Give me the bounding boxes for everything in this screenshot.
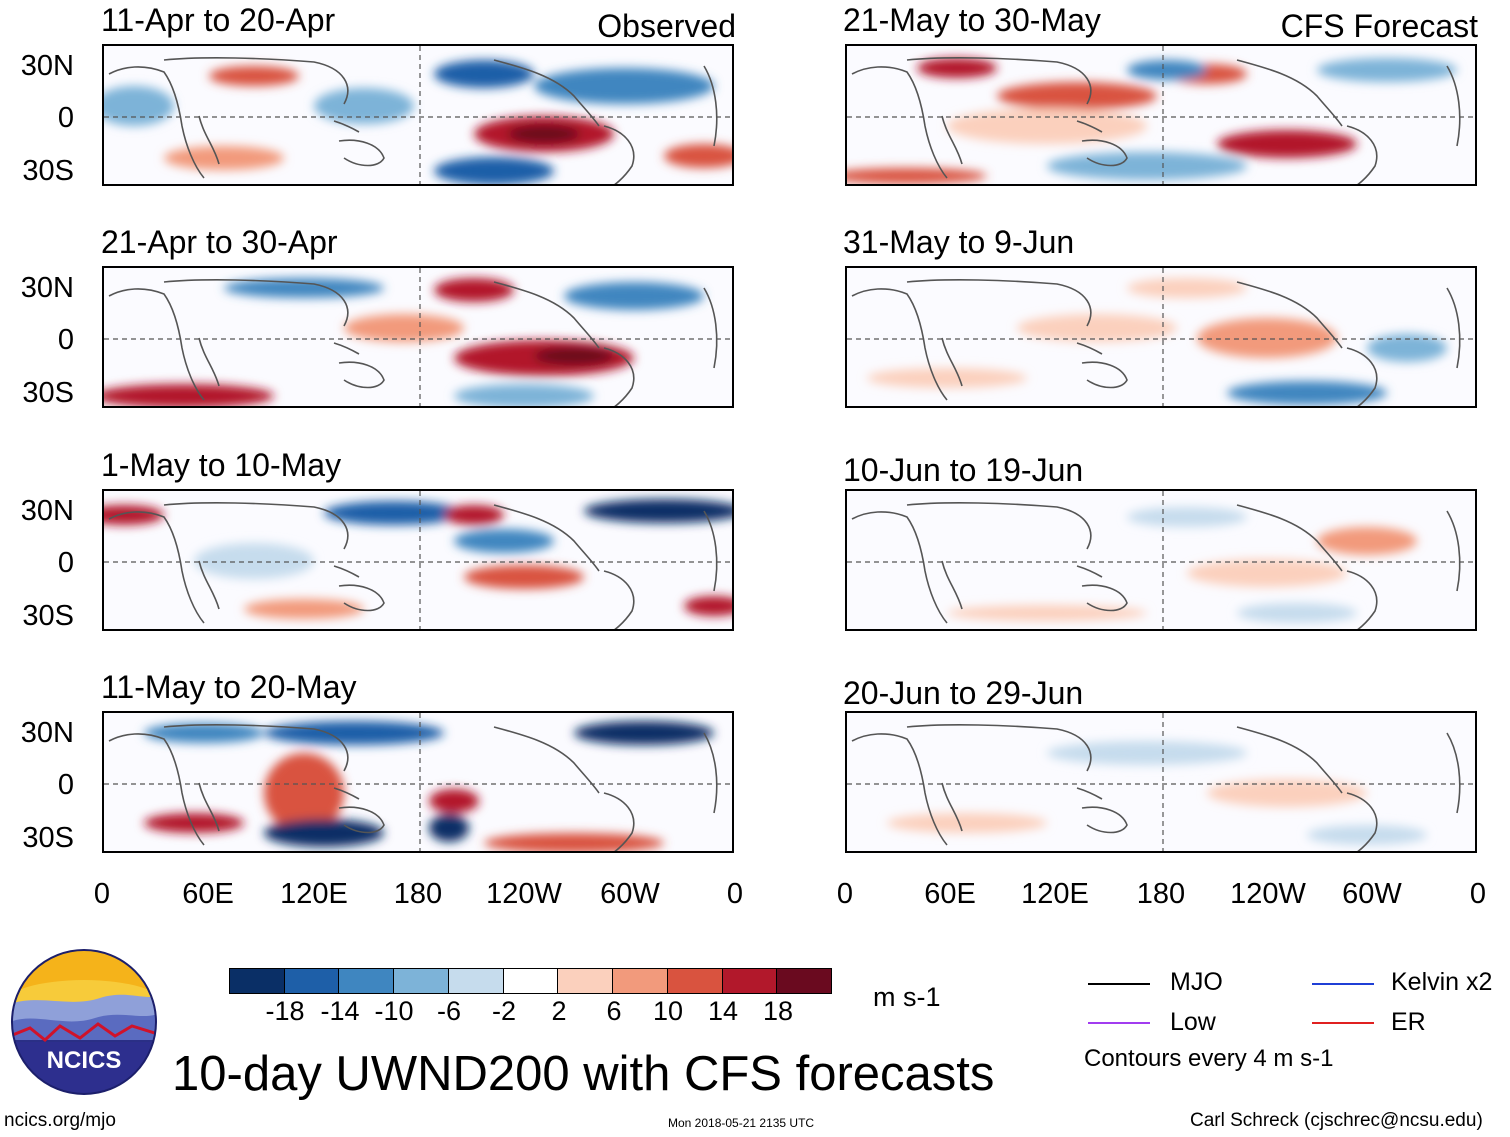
map-panel — [102, 44, 734, 186]
lon-label-60w: 60W — [600, 878, 660, 910]
lon-label-0: 0 — [1469, 878, 1487, 910]
colorbar-swatch — [667, 969, 723, 993]
map-field — [104, 268, 734, 408]
colorbar-tick-label: 2 — [551, 996, 567, 1026]
legend-line-low — [1088, 1022, 1150, 1024]
panel-title-obs-4: 11-May to 20-May — [101, 669, 357, 705]
colorbar-swatch — [613, 969, 668, 993]
map-panel — [102, 266, 734, 408]
ncics-logo: NCICS — [11, 949, 157, 1095]
colorbar-tick-label: -6 — [436, 996, 461, 1026]
colorbar-swatch — [448, 969, 504, 993]
map-panel — [102, 489, 734, 631]
map-field — [847, 268, 1477, 408]
map-field — [847, 46, 1477, 186]
lat-label-30n: 30N — [20, 717, 74, 749]
map-panel — [845, 489, 1477, 631]
map-field — [104, 46, 734, 186]
colorbar-swatch — [394, 969, 449, 993]
lon-label-0: 0 — [93, 878, 111, 910]
lon-label-120w: 120W — [486, 878, 562, 910]
colorbar-tick-label: -2 — [491, 996, 516, 1026]
panel-title-fc-1: 21-May to 30-May — [843, 2, 1101, 38]
panel-title-obs-2: 21-Apr to 30-Apr — [101, 224, 338, 260]
colorbar-tick-label: 10 — [652, 996, 684, 1026]
colorbar-tick-label: 6 — [606, 996, 622, 1026]
legend-label-er: ER — [1391, 1008, 1426, 1036]
logo-text: NCICS — [47, 1047, 122, 1074]
panel-title-fc-4: 20-Jun to 29-Jun — [843, 675, 1084, 711]
panel-title-obs-1: 11-Apr to 20-Apr — [101, 2, 336, 38]
panel-title-fc-3: 10-Jun to 19-Jun — [843, 452, 1084, 488]
colorbar-swatch — [503, 969, 559, 993]
legend-line-er — [1312, 1022, 1374, 1024]
lat-label-30n: 30N — [20, 50, 74, 82]
legend-line-mjo — [1088, 983, 1150, 985]
colorbar-tick-label: -10 — [374, 996, 414, 1026]
lat-label-30s: 30S — [22, 600, 74, 632]
map-panel — [845, 711, 1477, 853]
colorbar-tick-label: 18 — [762, 996, 794, 1026]
lat-label-30s: 30S — [22, 377, 74, 409]
website-link[interactable]: ncics.org/mjo — [4, 1110, 116, 1131]
lon-label-60e: 60E — [924, 878, 976, 910]
lon-label-120e: 120E — [280, 878, 348, 910]
colorbar-swatch — [230, 969, 285, 993]
legend-label-low: Low — [1170, 1008, 1216, 1036]
lon-label-0: 0 — [836, 878, 854, 910]
colorbar-tick-label: -18 — [265, 996, 305, 1026]
legend-label-mjo: MJO — [1170, 968, 1223, 996]
panel-title-fc-2: 31-May to 9-Jun — [843, 224, 1075, 260]
lat-label-0: 0 — [57, 547, 74, 579]
lat-label-30n: 30N — [20, 272, 74, 304]
timestamp: Mon 2018-05-21 2135 UTC — [668, 1116, 815, 1130]
lon-label-120e: 120E — [1021, 878, 1089, 910]
forecast-label: CFS Forecast — [1280, 8, 1478, 44]
colorbar-swatch — [339, 969, 395, 993]
lat-label-0: 0 — [57, 102, 74, 134]
colorbar-swatch — [722, 969, 778, 993]
lat-label-30s: 30S — [22, 155, 74, 187]
colorbar-tick-label: -14 — [320, 996, 360, 1026]
colorbar-swatch — [777, 969, 832, 993]
colorbar — [229, 968, 832, 994]
lon-label-180: 180 — [393, 878, 443, 910]
map-field — [847, 491, 1477, 631]
colorbar-unit: m s-1 — [873, 982, 941, 1012]
lon-label-60w: 60W — [1342, 878, 1402, 910]
map-panel — [102, 711, 734, 853]
observed-label: Observed — [597, 8, 736, 44]
lat-label-0: 0 — [57, 769, 74, 801]
colorbar-tick-label: 14 — [707, 996, 739, 1026]
map-panel — [845, 44, 1477, 186]
map-field — [104, 713, 734, 853]
lon-label-60e: 60E — [182, 878, 234, 910]
lat-label-30s: 30S — [22, 822, 74, 854]
map-field — [104, 491, 734, 631]
lat-label-0: 0 — [57, 324, 74, 356]
lon-label-180: 180 — [1136, 878, 1186, 910]
credit-text: Carl Schreck (cjschrec@ncsu.edu) — [1190, 1110, 1483, 1131]
colorbar-swatch — [558, 969, 614, 993]
colorbar-swatch — [284, 969, 340, 993]
panel-title-obs-3: 1-May to 10-May — [101, 447, 342, 483]
map-panel — [845, 266, 1477, 408]
map-field — [847, 713, 1477, 853]
lat-label-30n: 30N — [20, 495, 74, 527]
legend-line-kelvin — [1312, 983, 1374, 985]
legend-label-kelvin: Kelvin x2 — [1391, 968, 1493, 996]
lon-label-0: 0 — [726, 878, 744, 910]
figure-title: 10-day UWND200 with CFS forecasts — [172, 1047, 995, 1101]
lon-label-120w: 120W — [1230, 878, 1306, 910]
contour-note: Contours every 4 m s-1 — [1084, 1045, 1334, 1072]
